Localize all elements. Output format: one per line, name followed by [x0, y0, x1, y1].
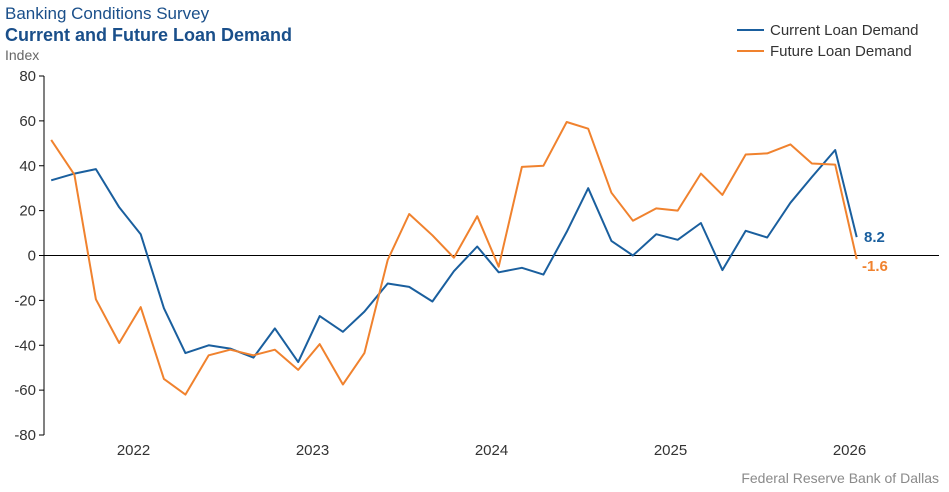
- y-tick-label: 80: [19, 68, 36, 85]
- chart-title: Current and Future Loan Demand: [5, 25, 293, 45]
- source-note: Federal Reserve Bank of Dallas: [741, 470, 939, 486]
- x-tick-label: 2025: [654, 442, 687, 459]
- y-tick-label: 40: [19, 158, 36, 175]
- y-axis-label: Index: [5, 47, 40, 63]
- current-loan-demand-line: [50, 149, 858, 364]
- future-loan-demand-line: [50, 121, 858, 396]
- x-tick-label: 2026: [833, 442, 866, 459]
- end-label-current: 8.2: [864, 229, 885, 246]
- chart-supertitle: Banking Conditions Survey: [5, 4, 210, 23]
- y-tick-label: 0: [28, 248, 36, 265]
- x-tick-label: 2024: [475, 442, 508, 459]
- y-tick-label: 20: [19, 203, 36, 220]
- y-tick-label: -80: [14, 427, 36, 444]
- x-tick-label: 2023: [296, 442, 329, 459]
- y-tick-label: -60: [14, 382, 36, 399]
- x-tick-label: 2022: [117, 442, 150, 459]
- end-label-future: -1.6: [862, 258, 888, 275]
- legend-label-future: Future Loan Demand: [770, 43, 912, 60]
- y-tick-label: -20: [14, 292, 36, 309]
- y-tick-label: -40: [14, 337, 36, 354]
- legend-label-current: Current Loan Demand: [770, 22, 918, 39]
- y-tick-label: 60: [19, 113, 36, 130]
